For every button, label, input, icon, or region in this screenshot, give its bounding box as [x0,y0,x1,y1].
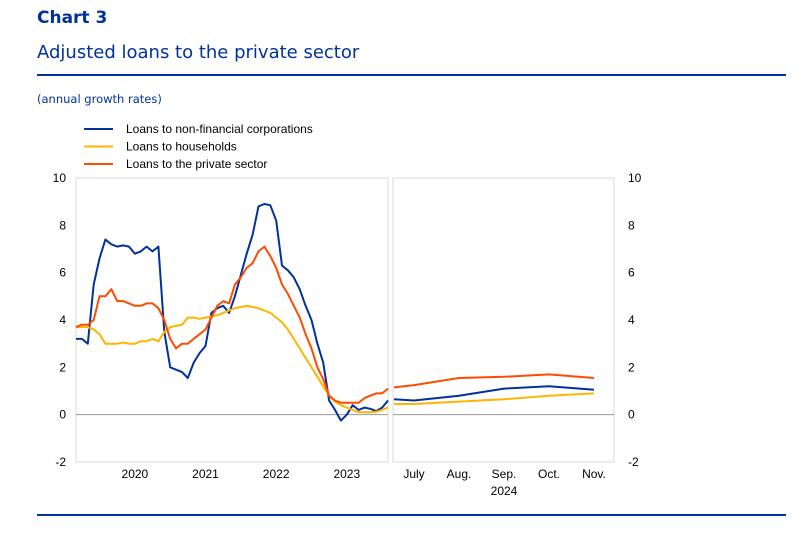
legend-label: Loans to the private sector [126,157,267,171]
y-tick-label-left: 2 [59,360,66,374]
right-panel-frame [392,177,615,463]
legend: Loans to non-financial corporations Loans… [84,122,313,171]
chart-title: Adjusted loans to the private sector [37,42,360,63]
series-line-recent [394,392,595,405]
x-group-label-year: 2024 [491,484,518,498]
series-line-monthly [75,245,389,404]
y-tick-label-left: 4 [59,313,66,327]
x-tick-label-year: 2021 [192,467,219,481]
y-tick-label-right: 10 [628,171,642,185]
legend-label: Loans to households [126,140,237,154]
series-line-recent [393,385,595,402]
chart-subtitle: (annual growth rates) [37,92,162,106]
series-lines [75,203,595,422]
x-tick-label-year: 2023 [333,467,360,481]
x-tick-label-month: Sep. [492,467,517,481]
bottom-divider [37,514,786,516]
x-tick-label-month: Aug. [447,467,472,481]
series-line-monthly [76,203,389,422]
y-tick-label-left: 8 [59,218,66,232]
y-tick-label-right: 4 [628,313,635,327]
y-tick-label-right: -2 [628,455,639,469]
y-tick-label-right: 8 [628,218,635,232]
left-panel-frame [75,177,389,463]
y-tick-label-right: 2 [628,360,635,374]
y-tick-label-right: 6 [628,266,635,280]
x-tick-label-year: 2020 [122,467,149,481]
plot-frames [75,177,615,463]
y-axis-ticks: -2 -2 0 0 2 2 4 4 6 6 8 8 10 10 [53,171,642,469]
legend-label: Loans to non-financial corporations [126,122,313,136]
y-tick-label-left: 0 [59,408,66,422]
x-axis-ticks: 2020 2021 2022 2023 July Aug. Sep. Oct. Nov. 2024 [122,467,606,498]
series-line-recent [393,373,595,389]
x-tick-label-month: July [403,467,424,481]
y-tick-label-left: 6 [59,266,66,280]
x-tick-label-month: Oct. [538,467,560,481]
x-tick-label-year: 2022 [263,467,290,481]
y-tick-label-right: 0 [628,408,635,422]
y-tick-label-left: -2 [55,455,66,469]
top-divider [37,74,786,76]
series-line-monthly [76,304,389,414]
chart-number: Chart 3 [37,8,108,28]
x-tick-label-month: Nov. [582,467,606,481]
y-tick-label-left: 10 [53,171,67,185]
